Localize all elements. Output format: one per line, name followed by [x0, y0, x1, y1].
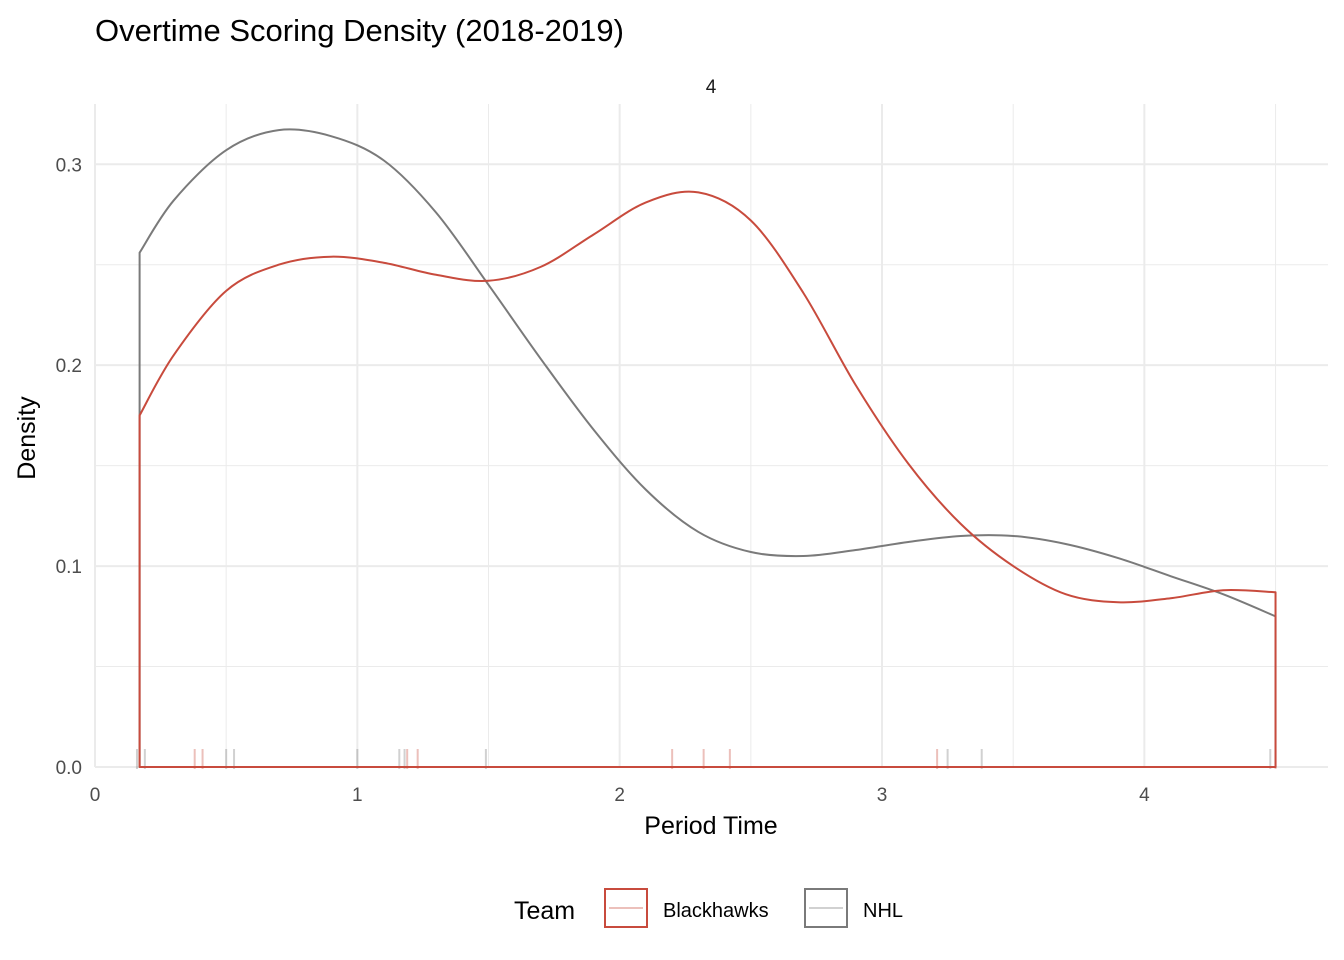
y-tick-label: 0.3 — [56, 155, 82, 176]
legend-label-nhl: NHL — [863, 900, 903, 922]
legend-item-blackhawks: Blackhawks — [604, 888, 769, 928]
legend: Team Blackhawks NHL — [514, 888, 903, 928]
legend-item-nhl: NHL — [804, 888, 903, 928]
x-tick-label: 0 — [90, 785, 101, 806]
chart-title: Overtime Scoring Density (2018-2019) — [95, 13, 624, 48]
x-tick-label: 3 — [877, 785, 888, 806]
x-tick-label: 1 — [352, 785, 363, 806]
y-axis-title: Density — [13, 396, 41, 480]
density-line-nhl — [138, 128, 1277, 768]
facet-label: 4 — [706, 77, 717, 98]
legend-label-blackhawks: Blackhawks — [663, 900, 769, 922]
y-tick-label: 0.0 — [56, 758, 82, 779]
density-line-blackhawks — [138, 190, 1277, 768]
y-tick-label: 0.2 — [56, 356, 82, 377]
grid — [94, 104, 1328, 768]
legend-title: Team — [514, 897, 575, 925]
density-lines — [138, 128, 1277, 768]
legend-key-blackhawks — [604, 888, 648, 928]
rug-marks — [135, 749, 1277, 769]
y-tick-label: 0.1 — [56, 557, 82, 578]
legend-key-nhl — [804, 888, 848, 928]
tick-labels: 0 1 2 3 4 0.0 0.1 0.2 0.3 — [56, 155, 1150, 806]
x-axis-title: Period Time — [644, 812, 777, 840]
x-tick-label: 2 — [614, 785, 625, 806]
x-tick-label: 4 — [1139, 785, 1150, 806]
